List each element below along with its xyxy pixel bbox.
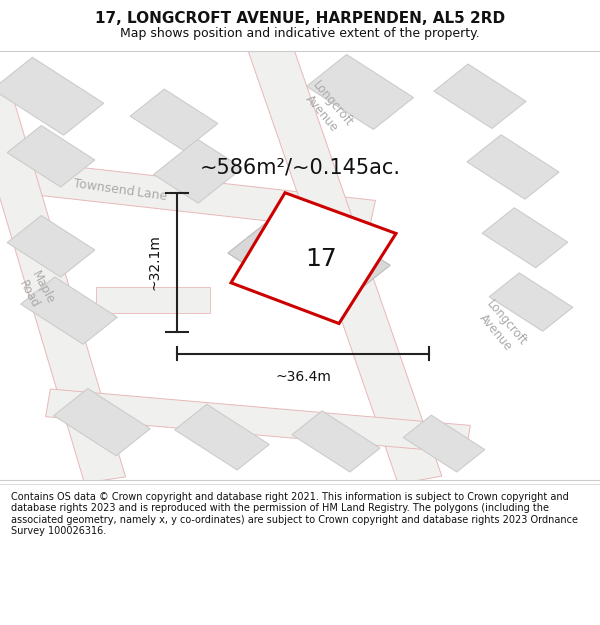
Text: Townsend Lane: Townsend Lane	[73, 177, 167, 204]
Polygon shape	[292, 411, 380, 472]
Polygon shape	[0, 58, 104, 135]
Text: Maple
Road: Maple Road	[16, 269, 56, 314]
Polygon shape	[130, 89, 218, 151]
Polygon shape	[7, 126, 95, 187]
Polygon shape	[0, 82, 125, 483]
Polygon shape	[467, 135, 559, 199]
Polygon shape	[7, 216, 95, 277]
Polygon shape	[403, 415, 485, 472]
Text: Longcroft
Avenue: Longcroft Avenue	[473, 298, 529, 358]
Polygon shape	[228, 202, 390, 316]
Text: Contains OS data © Crown copyright and database right 2021. This information is : Contains OS data © Crown copyright and d…	[11, 492, 578, 536]
Polygon shape	[231, 192, 396, 324]
Text: ~36.4m: ~36.4m	[275, 370, 331, 384]
Polygon shape	[242, 26, 442, 484]
Polygon shape	[154, 139, 242, 203]
Polygon shape	[0, 156, 376, 232]
Polygon shape	[175, 404, 269, 470]
Polygon shape	[46, 389, 470, 453]
Polygon shape	[434, 64, 526, 129]
Text: 17, LONGCROFT AVENUE, HARPENDEN, AL5 2RD: 17, LONGCROFT AVENUE, HARPENDEN, AL5 2RD	[95, 11, 505, 26]
Text: ~32.1m: ~32.1m	[147, 234, 161, 291]
Polygon shape	[21, 277, 117, 344]
Polygon shape	[482, 208, 568, 268]
Polygon shape	[307, 54, 413, 129]
Polygon shape	[54, 389, 150, 456]
Polygon shape	[489, 273, 573, 331]
Text: 17: 17	[305, 248, 337, 271]
Text: Map shows position and indicative extent of the property.: Map shows position and indicative extent…	[120, 27, 480, 40]
Text: Longcroft
Avenue: Longcroft Avenue	[299, 79, 355, 139]
Text: ~586m²/~0.145ac.: ~586m²/~0.145ac.	[199, 157, 401, 177]
Polygon shape	[96, 287, 210, 312]
